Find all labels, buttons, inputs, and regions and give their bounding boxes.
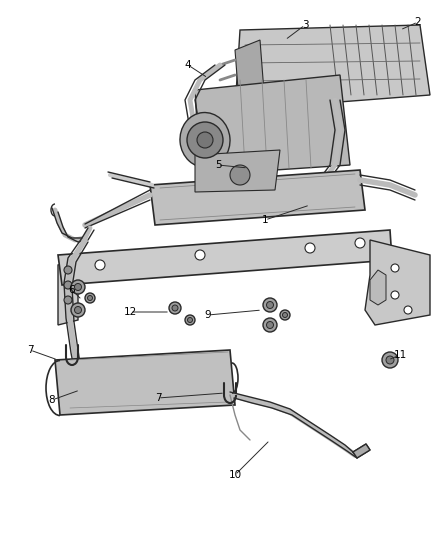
Ellipse shape — [180, 112, 230, 167]
Circle shape — [64, 296, 72, 304]
Circle shape — [355, 238, 365, 248]
Text: 7: 7 — [27, 345, 33, 355]
Circle shape — [195, 250, 205, 260]
Circle shape — [391, 291, 399, 299]
Text: 1: 1 — [261, 215, 268, 225]
Circle shape — [169, 302, 181, 314]
Circle shape — [74, 284, 81, 290]
Circle shape — [266, 302, 273, 309]
Circle shape — [185, 315, 195, 325]
Circle shape — [283, 312, 287, 318]
Polygon shape — [235, 40, 265, 115]
Circle shape — [74, 306, 81, 313]
Text: 6: 6 — [69, 285, 75, 295]
Circle shape — [382, 352, 398, 368]
Circle shape — [197, 132, 213, 148]
Text: 11: 11 — [393, 350, 406, 360]
Circle shape — [71, 280, 85, 294]
Circle shape — [71, 303, 85, 317]
Circle shape — [280, 310, 290, 320]
Circle shape — [263, 298, 277, 312]
Polygon shape — [58, 260, 78, 325]
Circle shape — [85, 293, 95, 303]
Circle shape — [95, 260, 105, 270]
Text: 3: 3 — [302, 20, 308, 30]
Circle shape — [404, 306, 412, 314]
Circle shape — [88, 295, 92, 301]
Polygon shape — [150, 170, 365, 225]
Circle shape — [64, 266, 72, 274]
Circle shape — [266, 321, 273, 328]
Text: 12: 12 — [124, 307, 137, 317]
Circle shape — [172, 305, 178, 311]
Circle shape — [64, 281, 72, 289]
Circle shape — [391, 264, 399, 272]
Text: 4: 4 — [185, 60, 191, 70]
Polygon shape — [370, 270, 386, 305]
Text: 10: 10 — [229, 470, 242, 480]
Circle shape — [230, 165, 250, 185]
Circle shape — [263, 318, 277, 332]
Circle shape — [305, 243, 315, 253]
Circle shape — [386, 356, 394, 364]
Polygon shape — [235, 25, 430, 110]
Polygon shape — [195, 150, 280, 192]
Polygon shape — [58, 230, 392, 285]
Polygon shape — [55, 350, 235, 415]
Text: 7: 7 — [155, 393, 161, 403]
Text: 9: 9 — [205, 310, 211, 320]
Text: 2: 2 — [415, 17, 421, 27]
Polygon shape — [365, 240, 430, 325]
Polygon shape — [353, 444, 370, 458]
Text: 8: 8 — [49, 395, 55, 405]
Text: 5: 5 — [215, 160, 221, 170]
Circle shape — [187, 122, 223, 158]
Circle shape — [187, 318, 192, 322]
Polygon shape — [195, 75, 350, 175]
